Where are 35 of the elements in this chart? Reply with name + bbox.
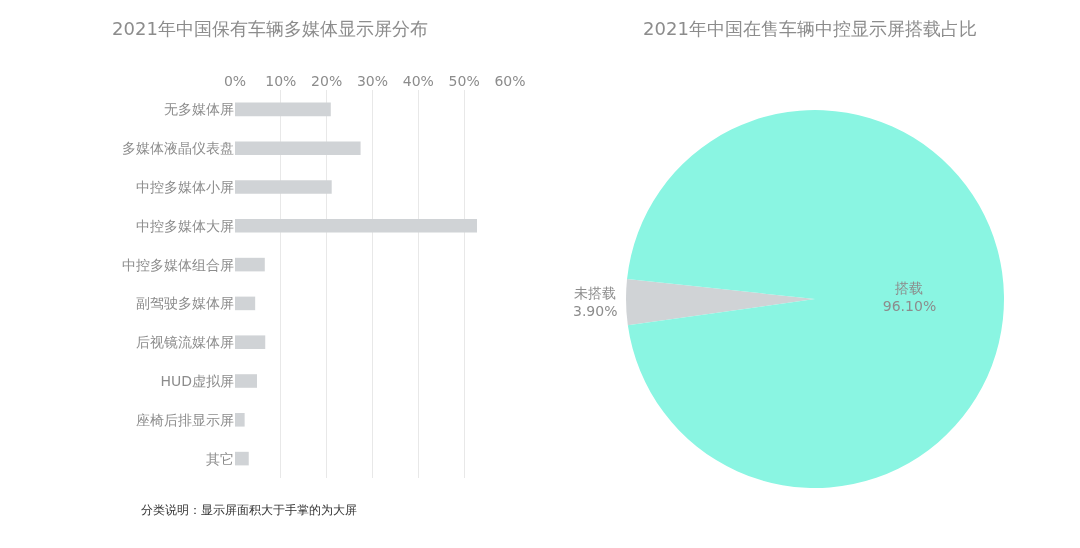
slice-label: 搭载 [895,280,924,297]
y-tick-label: 中控多媒体小屏 [136,178,234,195]
x-tick-label: 50% [448,73,480,90]
bar [235,180,332,194]
chart-title: 2021年中国保有车辆多媒体显示屏分布 [112,17,428,39]
x-tick-label: 40% [402,73,434,90]
chart-title: 2021年中国在售车辆中控显示屏搭载占比 [643,17,977,39]
x-tick-label: 10% [265,73,297,90]
bar [235,102,331,117]
x-tick-label: 0% [223,73,247,90]
bar [235,335,266,349]
bar [235,257,265,272]
x-tick-label: 30% [356,73,389,90]
data-label: 3.90% [572,303,618,320]
bar [235,219,477,233]
x-tick-label: 20% [311,73,343,90]
text: 分类说明：显示屏面积大于手掌的为大屏 [141,503,357,517]
bar [235,413,245,427]
bar [235,374,257,388]
y-tick-label: 座椅后排显示屏 [136,411,234,428]
bar [235,296,256,311]
bar [235,451,249,466]
y-tick-label: 后视镜流媒体屏 [136,334,234,351]
y-tick-label: 副驾驶多媒体屏 [136,295,234,312]
y-tick-label: 无多媒体屏 [164,101,234,118]
y-tick-label: 中控多媒体组合屏 [122,256,234,273]
y-tick-label: 中控多媒体大屏 [136,217,234,234]
x-tick-label: 60% [494,73,526,90]
y-tick-label: HUD虚拟屏 [160,372,234,389]
slice-label: 未搭载 [574,285,617,302]
bar [235,141,361,155]
y-tick-label: 其它 [206,450,234,467]
y-tick-label: 多媒体液晶仪表盘 [122,140,234,157]
pie-slice [627,110,1004,488]
data-label: 96.10% [882,298,937,315]
